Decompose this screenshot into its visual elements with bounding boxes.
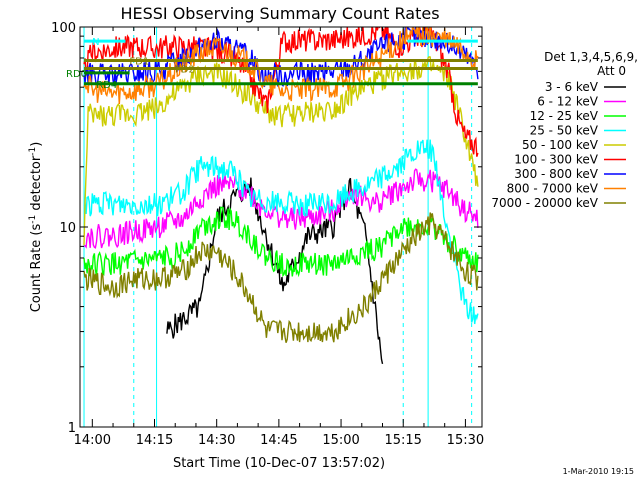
x-axis-label: Start Time (10-Dec-07 13:57:02) xyxy=(173,456,385,471)
y-tick-label: 100 xyxy=(51,21,76,36)
flag-label-rd0: RD0 xyxy=(66,69,87,80)
legend-label: 50 - 100 keV xyxy=(522,138,599,152)
legend-label: 7000 - 20000 keV xyxy=(491,196,598,210)
footer-timestamp: 1-Mar-2010 19:15 xyxy=(563,467,634,476)
x-tick-label: 14:00 xyxy=(74,433,111,448)
series-line-6 xyxy=(83,27,479,157)
x-tick-label: 15:15 xyxy=(384,433,421,448)
legend-label: 6 - 12 keV xyxy=(537,95,599,109)
legend-label: 25 - 50 keV xyxy=(530,124,599,138)
x-tick-label: 14:15 xyxy=(136,433,173,448)
x-tick-label: 15:00 xyxy=(322,433,359,448)
chart-title: HESSI Observing Summary Count Rates xyxy=(120,4,439,23)
legend-label: 12 - 25 keV xyxy=(530,109,599,123)
series-group xyxy=(83,27,479,427)
x-tick-label: 15:30 xyxy=(447,433,484,448)
legend-label: 3 - 6 keV xyxy=(545,80,599,94)
y-axis-label: Count Rate (s-1 detector-1) xyxy=(28,142,44,313)
series-line-3 xyxy=(83,206,479,278)
flag-label-rd4: RD4 xyxy=(96,80,117,91)
legend-label: 300 - 800 keV xyxy=(514,167,598,181)
flag-label-fd1: FD1 xyxy=(129,56,149,67)
legend-header-line-2: Att 0 xyxy=(597,64,626,78)
flag-label-n: N xyxy=(92,37,99,48)
y-tick-label: 1 xyxy=(68,421,76,436)
legend-label: 100 - 300 keV xyxy=(514,153,598,167)
x-axis: 14:00 14:15 14:30 14:45 15:00 15:15 15:30 xyxy=(74,27,484,448)
x-tick-label: 14:45 xyxy=(260,433,297,448)
series-line-8 xyxy=(83,27,479,104)
series-line-5 xyxy=(83,56,479,246)
x-tick-label: 14:30 xyxy=(198,433,235,448)
series-line-4 xyxy=(83,139,479,325)
series-line-2 xyxy=(83,168,479,249)
y-tick-label: 10 xyxy=(59,221,76,236)
y-axis: 1 10 100 xyxy=(51,21,482,436)
plot-area: N FD1 FD2 RD0 RD4 xyxy=(66,27,479,427)
series-line-9 xyxy=(83,212,479,343)
legend-header-line-1: Det 1,3,4,5,6,9, xyxy=(544,50,638,64)
legend-label: 800 - 7000 keV xyxy=(507,182,599,196)
flag-label-fd2: FD2 xyxy=(175,65,195,76)
